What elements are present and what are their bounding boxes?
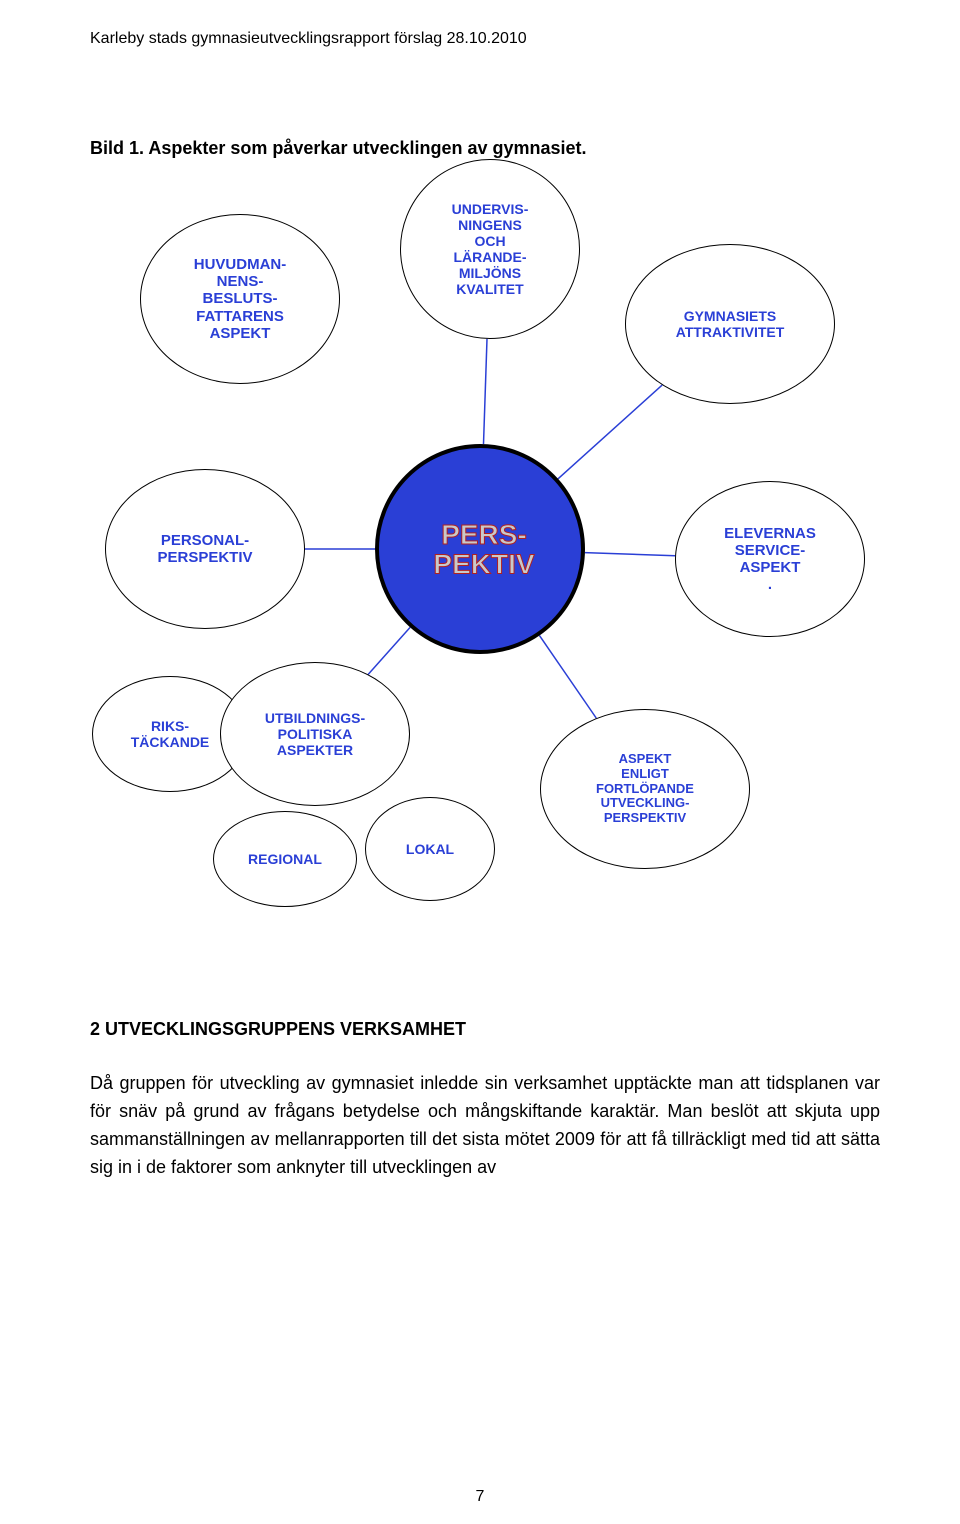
node-label-elever: ELEVERNAS SERVICE- ASPEKT .: [682, 525, 858, 594]
svg-text:PERS-: PERS-: [441, 519, 527, 550]
node-attrakt: GYMNASIETS ATTRAKTIVITET: [625, 244, 835, 404]
node-regional: REGIONAL: [213, 811, 357, 907]
node-underv: UNDERVIS- NINGENS OCH LÄRANDE- MILJÖNS K…: [400, 159, 580, 339]
node-label-fort: ASPEKT ENLIGT FORTLÖPANDE UTVECKLING- PE…: [547, 752, 743, 827]
node-fort: ASPEKT ENLIGT FORTLÖPANDE UTVECKLING- PE…: [540, 709, 750, 869]
node-label-utbild: UTBILDNINGS- POLITISKA ASPEKTER: [227, 710, 403, 758]
center-label: PERS-PEKTIV: [379, 444, 581, 654]
node-huvud: HUVUDMAN- NENS- BESLUTS- FATTARENS ASPEK…: [140, 214, 340, 384]
svg-text:PEKTIV: PEKTIV: [433, 549, 534, 580]
doc-header: Karleby stads gymnasieutvecklingsrapport…: [90, 30, 880, 48]
node-label-personal: PERSONAL- PERSPEKTIV: [112, 532, 298, 567]
aspect-diagram: HUVUDMAN- NENS- BESLUTS- FATTARENS ASPEK…: [90, 179, 890, 959]
section-heading: 2 UTVECKLINGSGRUPPENS VERKSAMHET: [90, 1019, 880, 1040]
page: Karleby stads gymnasieutvecklingsrapport…: [0, 0, 960, 1524]
node-utbild: UTBILDNINGS- POLITISKA ASPEKTER: [220, 662, 410, 806]
node-label-regional: REGIONAL: [220, 851, 350, 867]
center-node: PERS-PEKTIV: [375, 444, 585, 654]
node-lokal: LOKAL: [365, 797, 495, 901]
page-number: 7: [0, 1488, 960, 1506]
node-label-attrakt: GYMNASIETS ATTRAKTIVITET: [632, 308, 828, 340]
figure-caption: Bild 1. Aspekter som påverkar utveckling…: [90, 138, 880, 159]
node-label-huvud: HUVUDMAN- NENS- BESLUTS- FATTARENS ASPEK…: [147, 256, 333, 342]
node-label-underv: UNDERVIS- NINGENS OCH LÄRANDE- MILJÖNS K…: [407, 201, 573, 298]
node-personal: PERSONAL- PERSPEKTIV: [105, 469, 305, 629]
node-elever: ELEVERNAS SERVICE- ASPEKT .: [675, 481, 865, 637]
node-label-lokal: LOKAL: [372, 841, 488, 857]
body-paragraph: Då gruppen för utveckling av gymnasiet i…: [90, 1070, 880, 1182]
